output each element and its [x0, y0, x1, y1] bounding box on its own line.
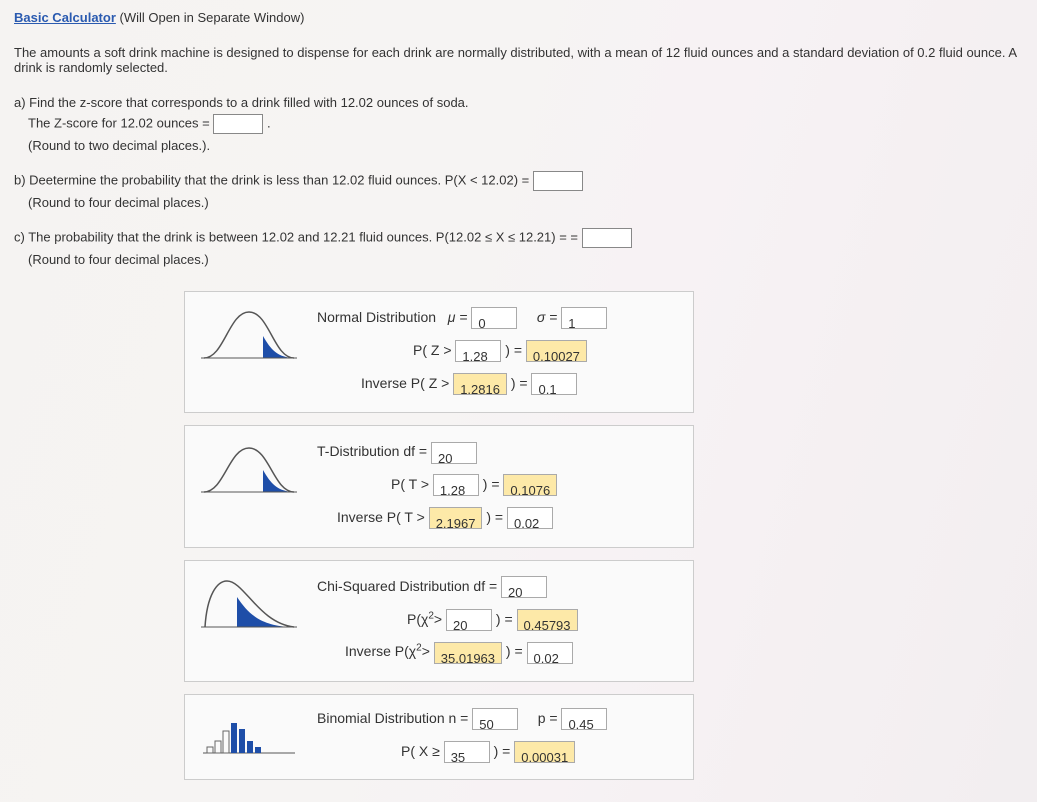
bino-px-result: 0.00031 [514, 741, 575, 763]
problem-statement: The amounts a soft drink machine is desi… [14, 45, 1023, 75]
part-a-suffix: . [267, 115, 271, 130]
part-a-question: a) Find the z-score that corresponds to … [14, 95, 1023, 110]
normal-inv-z: 1.2816 [453, 373, 507, 395]
t-distribution-panel: T-Distribution df = 20 P( T > 1.28 ) = 0… [184, 425, 694, 547]
mu-label: μ = [448, 309, 468, 325]
chi-p-result: 0.45793 [517, 609, 578, 631]
bino-x-input[interactable]: 35 [444, 741, 490, 763]
normal-distribution-panel: Normal Distribution μ = 0 σ = 1 P( Z > 1… [184, 291, 694, 413]
part-b: b) Deetermine the probability that the d… [14, 171, 1023, 210]
chi-curve-icon [199, 575, 299, 633]
t-inv-label: Inverse P( T > [337, 509, 425, 525]
t-inv-close: ) = [486, 509, 503, 525]
part-b-answer-input[interactable] [533, 171, 583, 191]
normal-z-input[interactable]: 1.28 [455, 340, 501, 362]
chi-df-input[interactable]: 20 [501, 576, 547, 598]
part-c-answer-input[interactable] [582, 228, 632, 248]
part-b-round: (Round to four decimal places.) [28, 195, 1023, 210]
chi-title: Chi-Squared Distribution df = [317, 578, 497, 594]
chi-p-pre: P(χ [407, 611, 428, 627]
sigma-label: σ = [537, 309, 558, 325]
chi-inv-close: ) = [506, 643, 523, 659]
normal-inv-result[interactable]: 0.1 [531, 373, 577, 395]
bino-p-label: p = [538, 710, 558, 726]
header-suffix: (Will Open in Separate Window) [116, 10, 305, 25]
chi-p-close: ) = [496, 611, 513, 627]
normal-title: Normal Distribution [317, 309, 436, 325]
bino-px-label: P( X ≥ [401, 743, 440, 759]
bino-p-input[interactable]: 0.45 [561, 708, 607, 730]
basic-calculator-link[interactable]: Basic Calculator [14, 10, 116, 25]
normal-p-result: 0.10027 [526, 340, 587, 362]
normal-inv-close: ) = [511, 375, 528, 391]
chi-input[interactable]: 20 [446, 609, 492, 631]
chi-p-post: > [434, 611, 442, 627]
sigma-input[interactable]: 1 [561, 307, 607, 329]
binomial-bars-icon [199, 709, 299, 757]
t-inv-result[interactable]: 0.02 [507, 507, 553, 529]
binomial-distribution-panel: Binomial Distribution n = 50 p = 0.45 P(… [184, 694, 694, 780]
header-line: Basic Calculator (Will Open in Separate … [14, 10, 1023, 25]
t-title: T-Distribution df = [317, 443, 427, 459]
bino-n-input[interactable]: 50 [472, 708, 518, 730]
chi-distribution-panel: Chi-Squared Distribution df = 20 P(χ2> 2… [184, 560, 694, 682]
t-p-close: ) = [483, 476, 500, 492]
t-p-result: 0.1076 [503, 474, 557, 496]
t-curve-icon [199, 440, 299, 498]
chi-inv-pre: Inverse P(χ [345, 643, 416, 659]
t-inv-val: 2.1967 [429, 507, 483, 529]
chi-inv-result[interactable]: 0.02 [527, 642, 573, 664]
part-c-question: c) The probability that the drink is bet… [14, 229, 582, 244]
part-a-round: (Round to two decimal places.). [28, 138, 1023, 153]
part-b-question: b) Deetermine the probability that the d… [14, 172, 533, 187]
bino-title: Binomial Distribution n = [317, 710, 468, 726]
bino-px-close: ) = [494, 743, 511, 759]
part-a-prefix: The Z-score for 12.02 ounces = [28, 115, 213, 130]
normal-curve-icon [199, 306, 299, 364]
t-p-label: P( T > [391, 476, 429, 492]
chi-inv-post: > [422, 643, 430, 659]
part-a: a) Find the z-score that corresponds to … [14, 95, 1023, 153]
part-a-answer-input[interactable] [213, 114, 263, 134]
chi-inv-val: 35.01963 [434, 642, 502, 664]
normal-inv-label: Inverse P( Z > [361, 375, 449, 391]
part-c-round: (Round to four decimal places.) [28, 252, 1023, 267]
mu-input[interactable]: 0 [471, 307, 517, 329]
normal-p-close: ) = [505, 342, 522, 358]
t-input[interactable]: 1.28 [433, 474, 479, 496]
part-c: c) The probability that the drink is bet… [14, 228, 1023, 267]
t-df-input[interactable]: 20 [431, 442, 477, 464]
normal-p-label: P( Z > [413, 342, 452, 358]
